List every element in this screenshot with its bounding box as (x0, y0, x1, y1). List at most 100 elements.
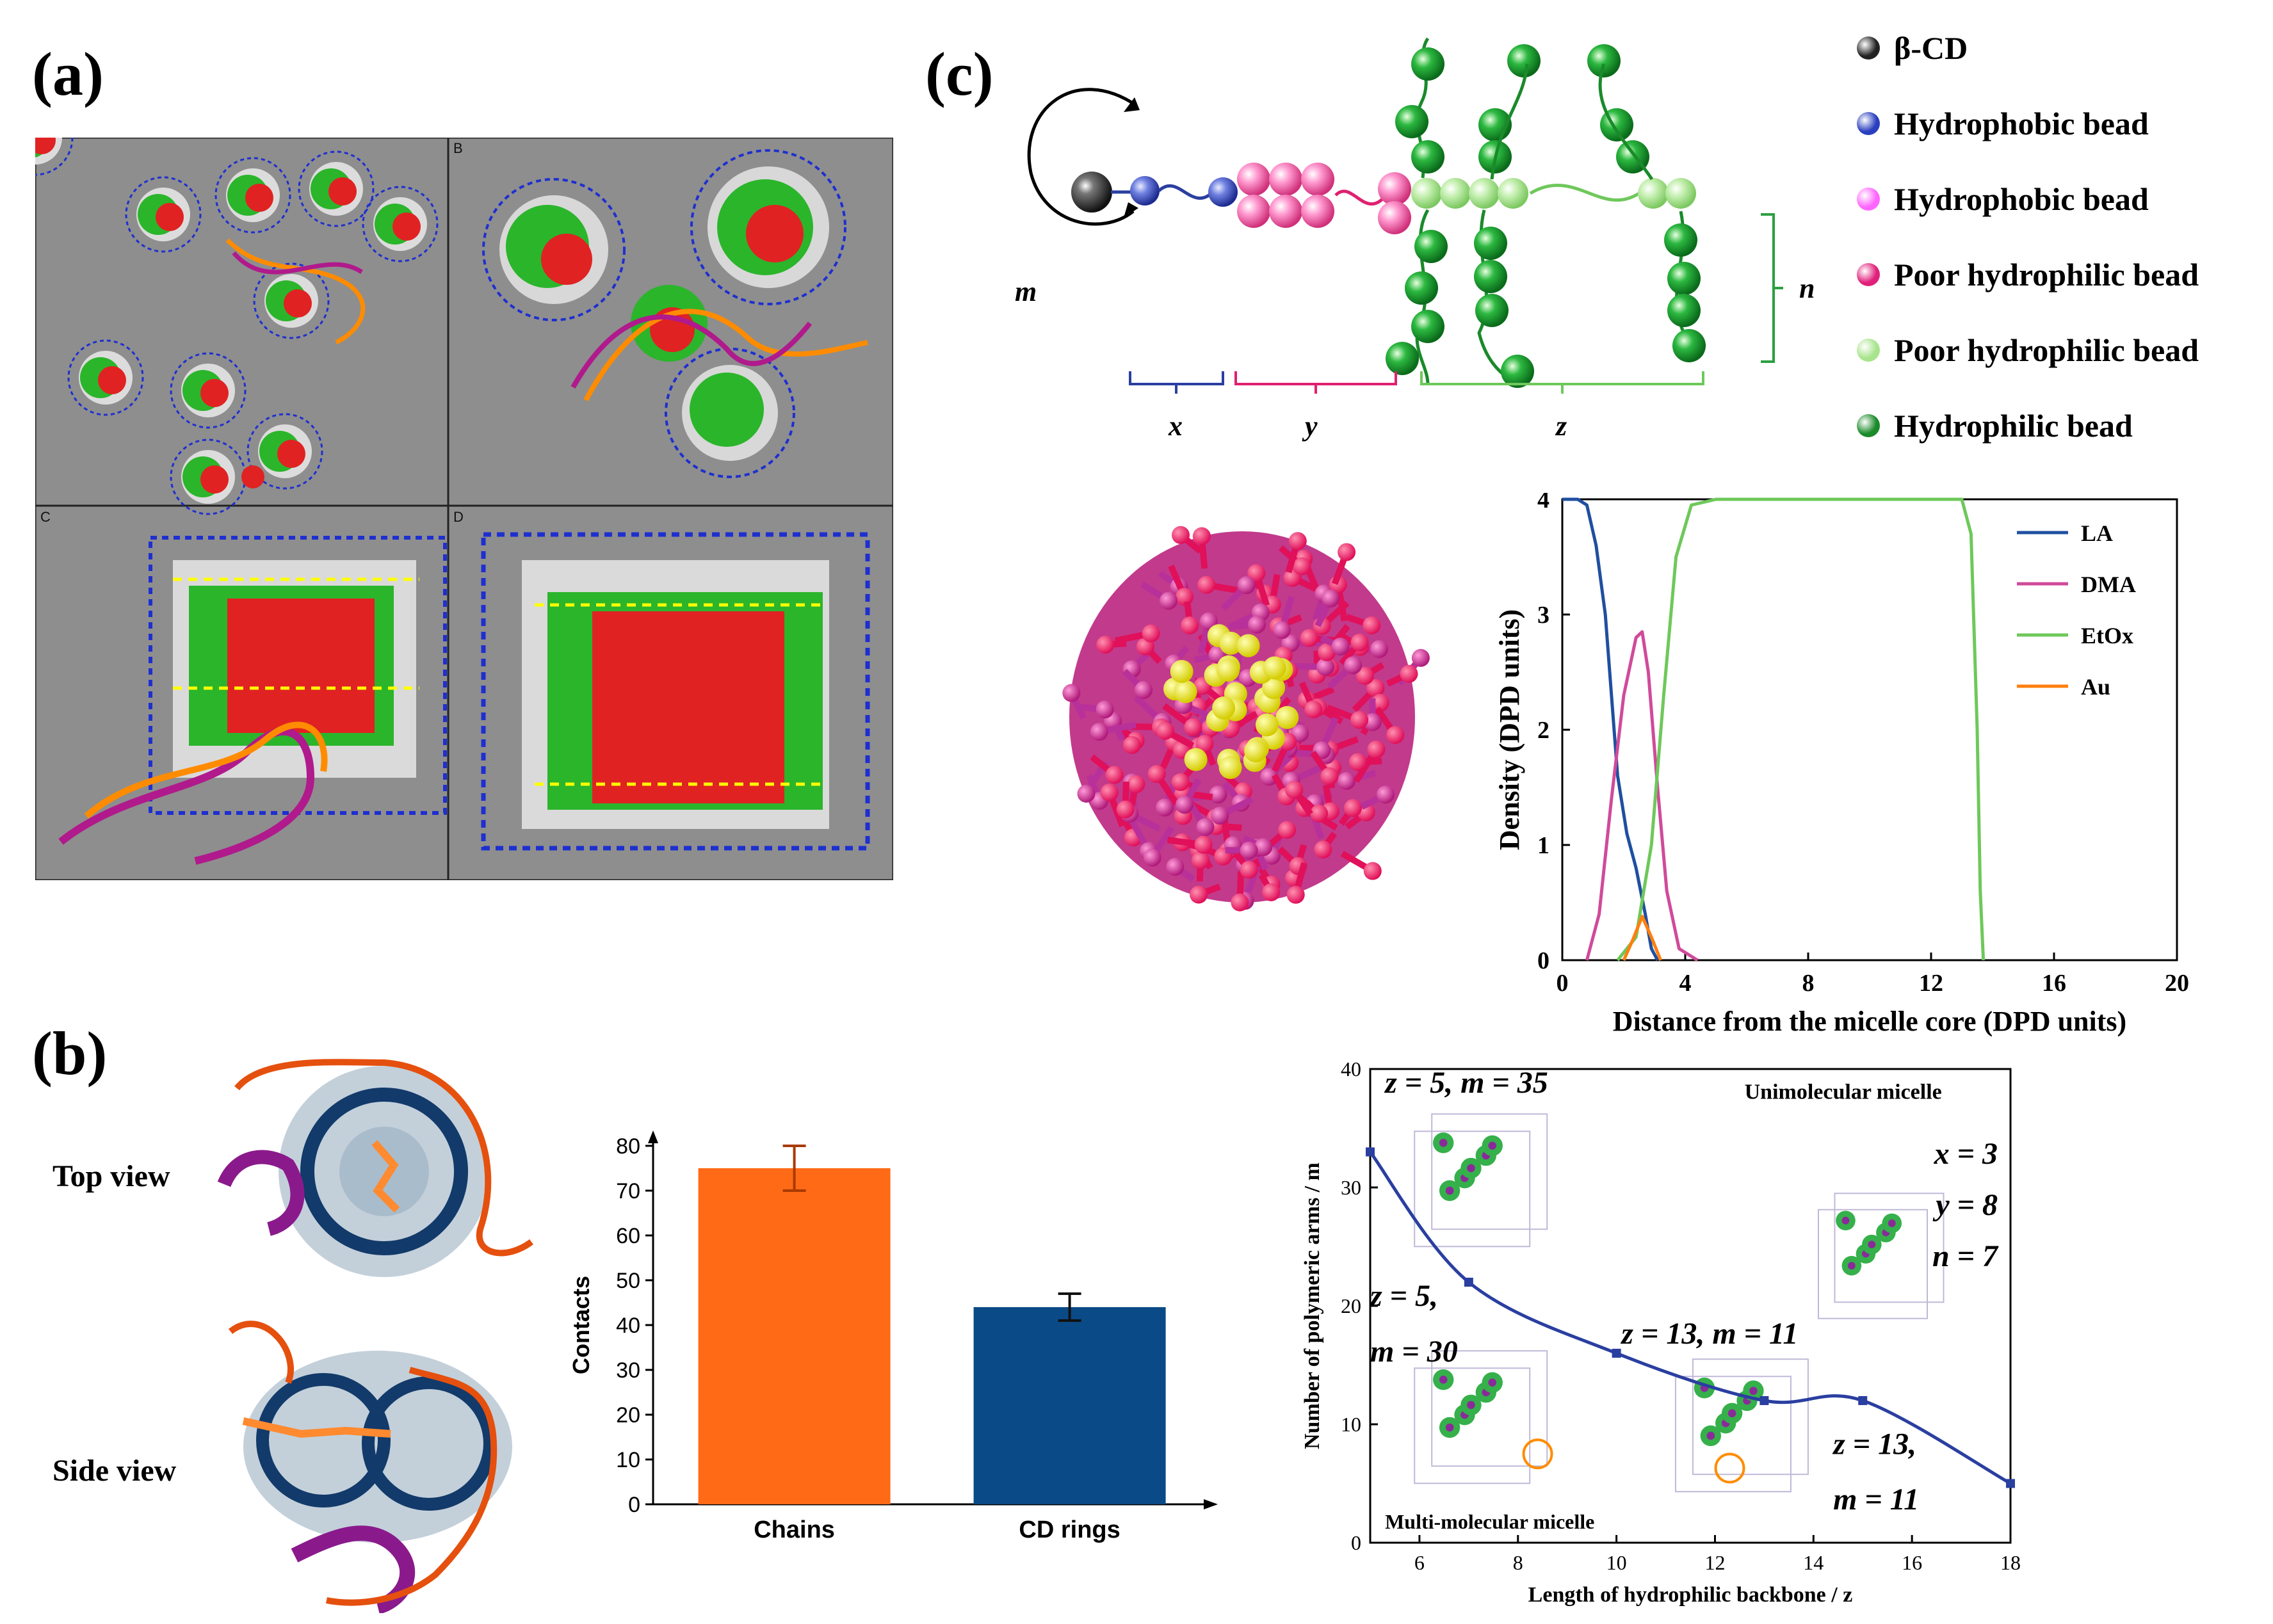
sim-core (1445, 1186, 1454, 1195)
micelle-bead (1156, 721, 1174, 740)
y-tick-label: 30 (616, 1358, 640, 1383)
x-label: x (1168, 410, 1183, 442)
legend-text: DMA (2081, 572, 2136, 597)
series-line-dma (1585, 630, 1699, 962)
x-tick-label: 16 (1902, 1551, 1922, 1574)
legend-swatch (1857, 414, 1880, 437)
micelle-bead (1254, 838, 1273, 856)
micelle-bead (1142, 624, 1160, 643)
legend-swatch (1857, 263, 1880, 286)
label-multimolecular: Multi-molecular micelle (1385, 1510, 1594, 1533)
category-label: Chains (754, 1516, 835, 1543)
top-view-label: Top view (53, 1159, 170, 1193)
sim-core (1749, 1387, 1758, 1395)
gold-bead (1255, 713, 1279, 737)
bar-1 (973, 1307, 1166, 1504)
phase-boundary-line (1369, 1150, 2012, 1485)
micelle-bead (1318, 643, 1336, 661)
side-view-label: Side view (53, 1454, 177, 1488)
y-tick-label: 30 (1341, 1176, 1361, 1199)
micelle-bead (1194, 835, 1213, 854)
n-label: n (1799, 273, 1815, 304)
micelle-bead (1355, 666, 1374, 685)
micelle-bead (1175, 588, 1193, 606)
micelle-bead (1247, 564, 1266, 583)
subpanel-b-letter: B (453, 140, 463, 156)
micelle-bead (1105, 766, 1124, 784)
y-tick-label: 1 (1537, 832, 1549, 859)
micelle-bead (1231, 893, 1249, 912)
sim-core (1445, 1423, 1454, 1432)
data-point (2006, 1479, 2015, 1488)
series-line-la (1562, 497, 1660, 961)
micelle-bead (1159, 591, 1177, 610)
legend-label: β-CD (1894, 30, 1968, 66)
y-tick-label: 20 (616, 1403, 640, 1427)
micelle-bead (1147, 765, 1166, 784)
micelle-bead (1090, 723, 1108, 741)
y-label: y (1302, 410, 1318, 442)
y-tick-label: 0 (1537, 947, 1549, 974)
micelle-bead (1122, 736, 1141, 754)
micelle-bead (1190, 885, 1208, 904)
data-point (1858, 1396, 1868, 1405)
micelle-bead (1400, 664, 1418, 683)
legend-item: Hydrophilic bead (1857, 403, 2133, 448)
x-tick-label: 8 (1802, 970, 1815, 997)
y-tick-label: 20 (1341, 1294, 1361, 1317)
y-tick-label: 40 (1341, 1057, 1361, 1081)
label-z13-m11: z = 13, m = 11 (1620, 1317, 1798, 1351)
micelle-bead (1300, 629, 1318, 647)
micelle-bead (1316, 657, 1335, 676)
legend-swatch (1857, 188, 1880, 211)
micelle-bead (1184, 718, 1202, 737)
sim-box-z13-m11-uni (1818, 1193, 1945, 1319)
micelle-bead (1166, 858, 1185, 876)
sim-box (1431, 1350, 1548, 1467)
micelle-bead (1171, 773, 1190, 791)
micelle-bead (1366, 679, 1385, 697)
micelle-bead (1240, 860, 1258, 879)
label-m11: m = 11 (1833, 1483, 1919, 1516)
gold-bead (1219, 631, 1243, 655)
y-axis-label: Density (DPD units) (1494, 609, 1525, 850)
y-tick-label: 50 (616, 1269, 640, 1293)
micelle-bead (1371, 693, 1389, 712)
y-axis-arrow (648, 1130, 658, 1143)
micelle-bead (1272, 621, 1291, 639)
sim-core (1727, 1409, 1736, 1418)
micelle-bead (1096, 700, 1114, 719)
micelle-bead (1363, 713, 1382, 732)
legend-swatch (1857, 36, 1880, 60)
y-tick-label: 40 (616, 1314, 640, 1338)
x-tick-label: 10 (1606, 1551, 1627, 1574)
sim-box (1414, 1130, 1531, 1248)
sim-core (1841, 1216, 1850, 1225)
sim-core (1467, 1164, 1475, 1173)
micelle-bead (1096, 636, 1115, 654)
x-axis-label: Length of hydrophilic backbone / z (1528, 1583, 1853, 1607)
gold-bead (1174, 680, 1197, 703)
micelle-bead (1248, 615, 1266, 634)
plot-frame (1369, 1068, 2012, 1544)
micelle-bead (1240, 841, 1258, 860)
micelle-bead (1386, 726, 1405, 744)
label-z5-m35: z = 5, m = 35 (1384, 1066, 1548, 1100)
gold-bead (1170, 659, 1193, 683)
micelle-bead (1143, 848, 1161, 867)
label-param: x = 3 (1934, 1137, 1998, 1171)
panel-b-label: (b) (32, 1019, 108, 1088)
data-point (1366, 1147, 1375, 1157)
x-axis-arrow (1204, 1499, 1218, 1509)
x-tick-label: 16 (2042, 970, 2066, 997)
sim-core (1847, 1262, 1856, 1270)
micelle-bead (1116, 800, 1135, 819)
label-param: y = 8 (1932, 1188, 1998, 1222)
micelle-bead (1376, 785, 1395, 804)
gold-bead (1244, 739, 1268, 763)
micelle-bead (1304, 700, 1323, 719)
micelle-bead (1195, 735, 1214, 753)
micelle-bead (1062, 684, 1081, 702)
data-point (1612, 1349, 1621, 1358)
micelle-bead (1237, 576, 1256, 595)
